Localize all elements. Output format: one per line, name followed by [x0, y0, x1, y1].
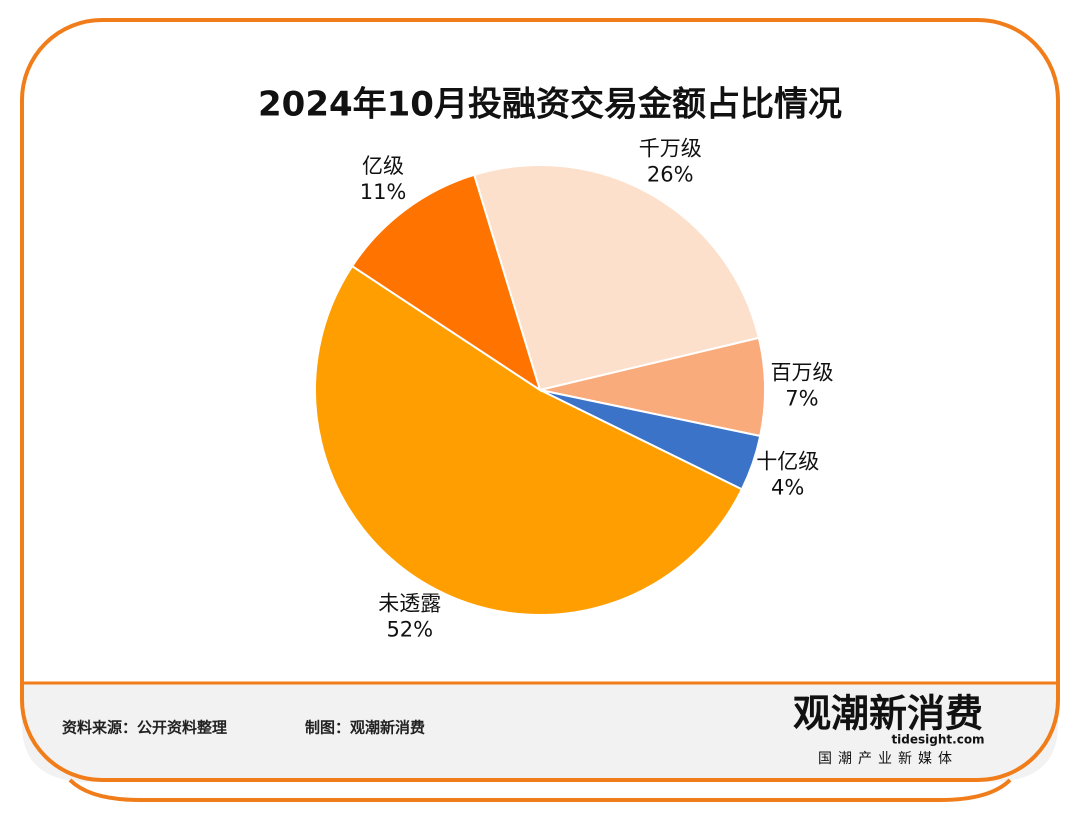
slice-label: 亿级: [362, 154, 404, 178]
chart-title: 2024年10月投融资交易金额占比情况: [258, 85, 842, 125]
slice-value-label: 26%: [647, 163, 694, 187]
maker-note: 制图：观潮新消费: [305, 719, 425, 737]
slice-value-label: 52%: [386, 617, 433, 641]
slice-value-label: 4%: [771, 475, 804, 499]
source-note: 资料来源：公开资料整理: [62, 719, 227, 737]
pie-slice: [350, 173, 542, 393]
frame: [20, 18, 1060, 782]
slice-label: 千万级: [639, 137, 702, 161]
footer-band: [22, 683, 1058, 782]
pie-slice: [472, 164, 761, 392]
slice-label: 未透露: [378, 591, 441, 615]
pie-slice: [314, 264, 744, 616]
slice-value-label: 7%: [785, 386, 818, 410]
slice-label: 十亿级: [756, 449, 819, 473]
bottom-outline: [68, 778, 1012, 802]
slice-value-label: 11%: [360, 180, 407, 204]
slice-label: 百万级: [770, 360, 833, 384]
logo-site: tidesight.com: [891, 733, 984, 747]
logo: 观潮新消费: [793, 692, 983, 736]
logo-slogan: 国潮产业新媒体: [818, 751, 958, 767]
